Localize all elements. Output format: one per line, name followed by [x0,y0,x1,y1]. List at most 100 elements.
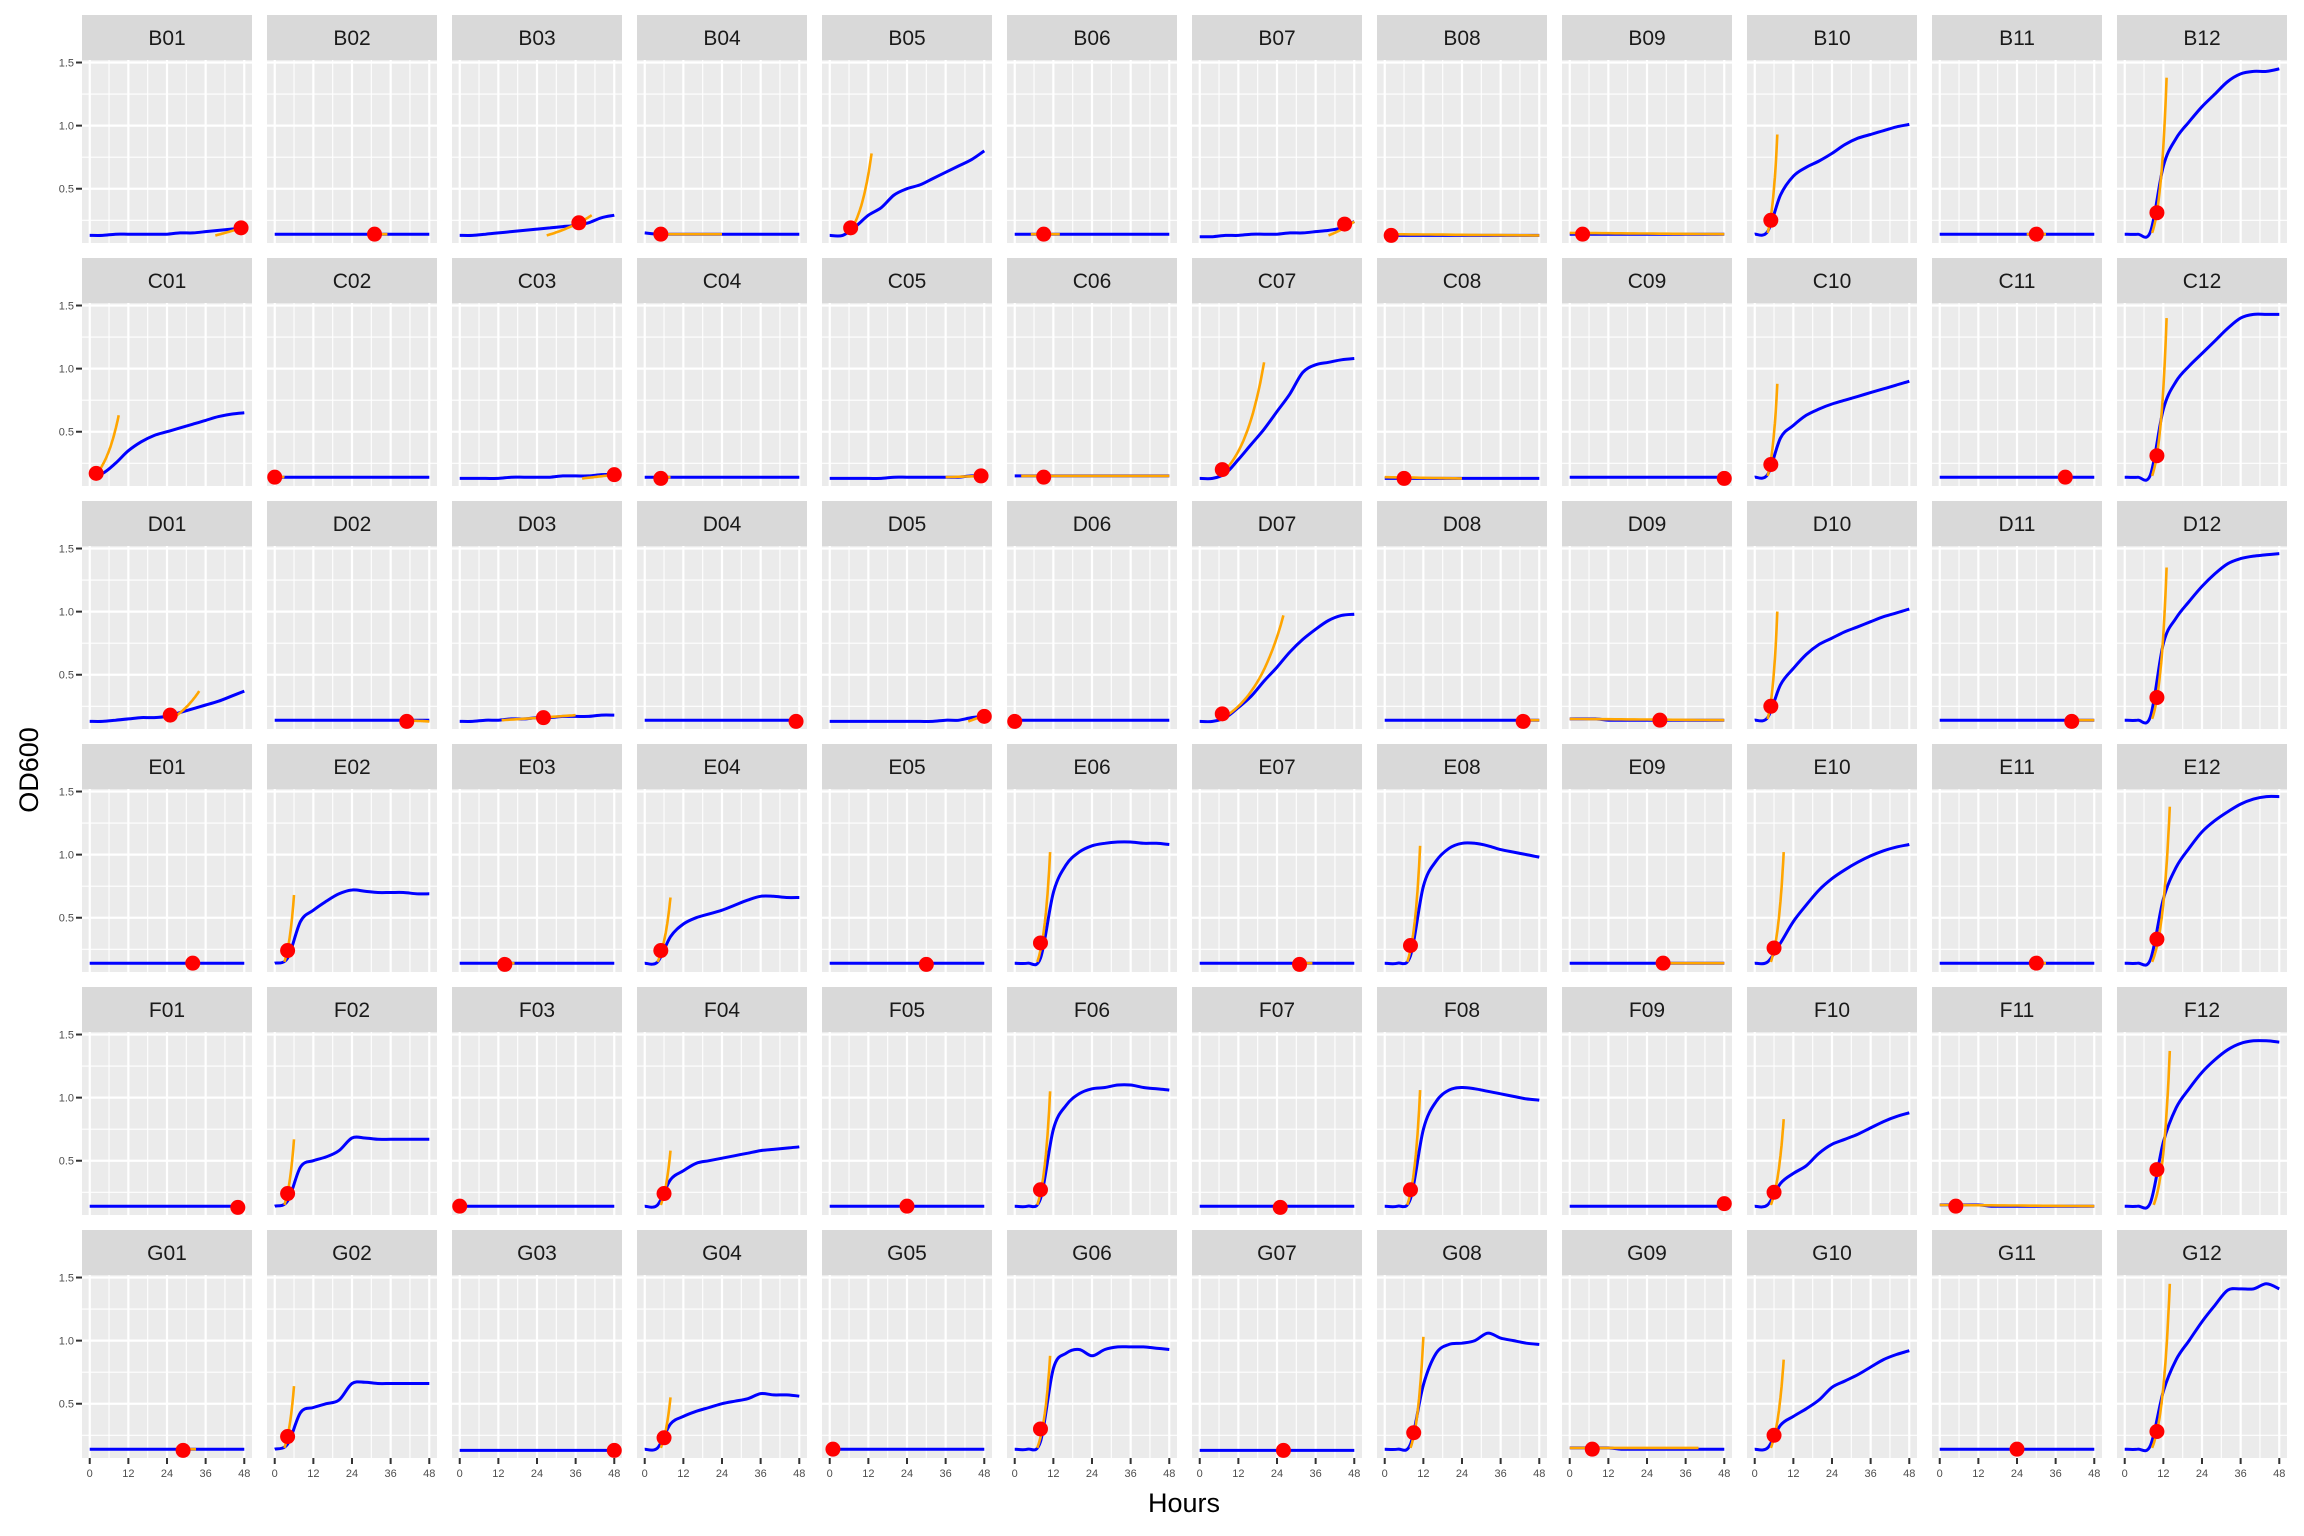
gridlines [267,789,437,972]
plot-area [1014,840,1170,967]
gridlines [1377,789,1547,972]
max-growth-rate-point [497,956,513,972]
od-curve-line [2124,1039,2280,1210]
facet-panel-E07: E07 [1192,744,1362,972]
strip-label: G03 [517,1242,557,1265]
x-tick-label: 0 [2122,1468,2128,1480]
strip-background [1932,15,2102,60]
gridlines [452,60,622,243]
strip-label: E09 [1628,756,1665,779]
max-growth-rate-point [452,1198,468,1214]
gridlines [1747,303,1917,486]
x-tick-label: 24 [1641,1468,1653,1480]
strip-background [1562,987,1732,1032]
strip-background [822,258,992,303]
exponential-fit-line [1384,232,1540,237]
facet-panel-G01: G01 0.5 1.0 1.5 0 12 24 36 48 [59,1230,252,1480]
gridlines [1562,60,1732,243]
x-tick-label: 12 [1787,1468,1799,1480]
gridlines [452,1032,622,1215]
facet-panel-B08: B08 [1377,15,1547,243]
x-tick-label: 36 [570,1468,582,1480]
strip-background [267,258,437,303]
strip-label: D08 [1443,513,1482,536]
max-growth-rate-point [1402,937,1418,953]
strip-label: E07 [1258,756,1295,779]
facet-panel-E09: E09 [1562,744,1732,972]
strip-label: B12 [2183,27,2220,50]
strip-background [82,501,252,546]
strip-background [1932,744,2102,789]
max-growth-rate-point [1763,457,1779,473]
strip-background [1747,987,1917,1032]
max-growth-rate-point [1763,698,1779,714]
max-growth-rate-point [1275,1442,1291,1458]
x-tick-label: 48 [1163,1468,1175,1480]
y-tick-label: 1.0 [59,1093,74,1105]
plot-area [274,474,430,479]
facet-panel-C07: C07 [1192,258,1362,486]
plot-area [2124,794,2280,967]
gridlines [637,60,807,243]
exponential-fit-line [2150,77,2168,234]
strip-label: B04 [703,27,741,50]
x-tick-label: 0 [87,1468,93,1480]
max-growth-rate-point [825,1441,841,1457]
facet-panel-G10: G10 0 12 24 36 48 [1747,1230,1917,1480]
facet-panel-B05: B05 [822,15,992,243]
x-tick-label: 12 [1972,1468,1984,1480]
od-curve-line [2124,67,2280,239]
x-tick-label: 48 [2088,1468,2100,1480]
gridlines [637,303,807,486]
od-curve-line [274,1135,430,1208]
gridlines [1192,60,1362,243]
facet-panel-C10: C10 [1747,258,1917,486]
facet-panel-C02: C02 [267,258,437,486]
facet-panel-G11: G11 0 12 24 36 48 [1932,1230,2102,1480]
facet-panel-G04: G04 0 12 24 36 48 [637,1230,807,1480]
x-tick-label: 0 [272,1468,278,1480]
strip-label: B01 [148,27,185,50]
gridlines [1192,546,1362,729]
strip-background [1192,987,1362,1032]
facet-panel-G09: G09 0 12 24 36 48 [1562,1230,1732,1480]
facet-panel-B12: B12 [2117,15,2287,243]
max-growth-rate-point [1272,1199,1288,1215]
strip-background [2117,258,2287,303]
gridlines [1747,1032,1917,1215]
strip-background [822,1230,992,1275]
plot-area [2124,1282,2280,1453]
strip-background [637,501,807,546]
max-growth-rate-point [843,220,859,236]
od-curve-line [274,888,430,965]
strip-background [1747,15,1917,60]
strip-label: G02 [332,1242,372,1265]
facet-panel-F04: F04 [637,987,807,1215]
strip-label: F07 [1259,999,1295,1022]
plot-area [1939,1203,2095,1208]
strip-background [1932,1230,2102,1275]
strip-background [1932,501,2102,546]
max-growth-rate-point [1716,470,1732,486]
max-growth-rate-point [280,1186,296,1202]
max-growth-rate-point [2149,1162,2165,1178]
strip-background [452,501,622,546]
gridlines [1562,1032,1732,1215]
strip-background [452,258,622,303]
x-tick-label: 12 [492,1468,504,1480]
strip-background [637,987,807,1032]
exponential-fit-line [1384,475,1462,480]
gridlines [1932,546,2102,729]
max-growth-rate-point [233,220,249,236]
strip-label: F04 [704,999,741,1022]
strip-label: F05 [889,999,925,1022]
strip-label: F01 [149,999,185,1022]
gridlines [822,546,992,729]
strip-label: D07 [1258,513,1297,536]
facet-panel-F07: F07 [1192,987,1362,1215]
strip-background [267,501,437,546]
gridlines [1377,303,1547,486]
strip-background [1562,744,1732,789]
gridlines [822,1032,992,1215]
strip-label: D06 [1073,513,1112,536]
